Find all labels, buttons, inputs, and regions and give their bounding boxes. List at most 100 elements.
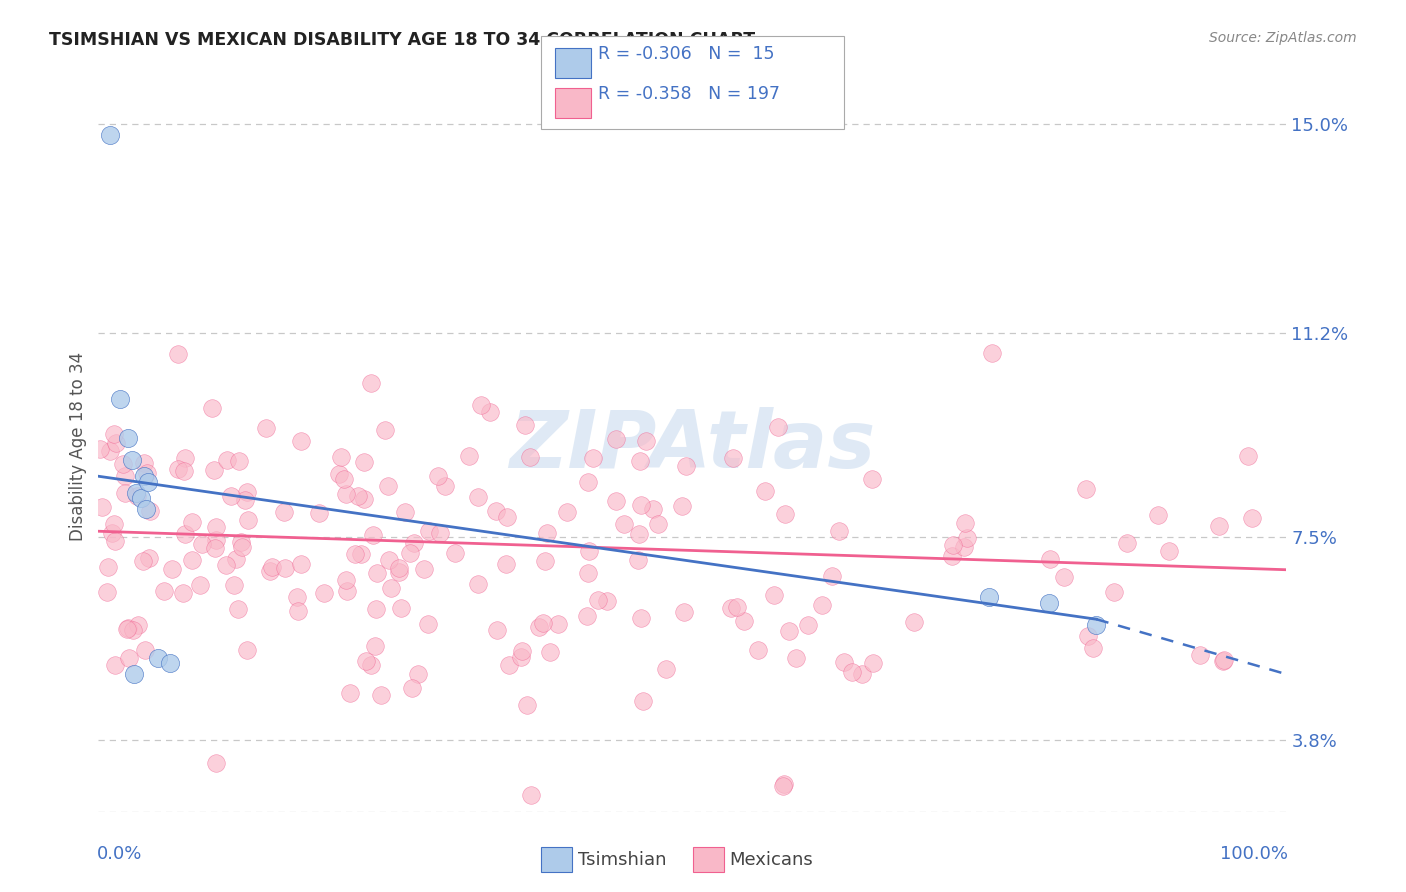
Point: [290, 434, 312, 449]
Point: [104, 436, 127, 450]
Point: [135, 502, 157, 516]
Point: [335, 487, 357, 501]
Point: [191, 536, 214, 550]
Point: [127, 617, 149, 632]
Point: [328, 467, 350, 482]
Point: [576, 566, 599, 580]
Point: [174, 526, 197, 541]
Point: [260, 560, 283, 574]
Point: [634, 434, 657, 448]
Point: [860, 472, 883, 486]
Point: [370, 688, 392, 702]
Point: [117, 621, 139, 635]
Point: [828, 524, 851, 538]
Point: [335, 573, 357, 587]
Point: [723, 450, 745, 465]
Point: [942, 539, 965, 553]
Point: [226, 601, 249, 615]
Point: [132, 554, 155, 568]
Point: [1237, 449, 1260, 463]
Text: R = -0.306   N =  15: R = -0.306 N = 15: [598, 45, 775, 62]
Point: [360, 658, 382, 673]
Point: [228, 454, 250, 468]
Point: [204, 541, 226, 556]
Point: [125, 485, 148, 500]
Point: [360, 376, 382, 391]
Point: [605, 432, 627, 446]
Point: [1039, 551, 1062, 566]
Point: [655, 662, 678, 676]
Point: [333, 473, 356, 487]
Point: [254, 421, 277, 435]
Point: [274, 560, 297, 574]
Point: [1053, 570, 1076, 584]
Point: [388, 565, 411, 579]
Point: [641, 502, 664, 516]
Point: [139, 504, 162, 518]
Point: [394, 505, 416, 519]
Point: [127, 489, 149, 503]
Point: [97, 559, 120, 574]
Point: [725, 599, 748, 614]
Point: [531, 616, 554, 631]
Point: [519, 450, 541, 464]
Point: [586, 593, 609, 607]
Point: [219, 489, 242, 503]
Point: [903, 615, 925, 630]
Point: [979, 591, 1001, 605]
Point: [633, 694, 655, 708]
Point: [458, 449, 481, 463]
Point: [353, 455, 375, 469]
Point: [671, 500, 693, 514]
Point: [754, 484, 776, 499]
Point: [98, 128, 121, 143]
Point: [1213, 653, 1236, 667]
Point: [233, 493, 256, 508]
Point: [329, 450, 352, 464]
Point: [104, 658, 127, 673]
Point: [434, 479, 457, 493]
Point: [259, 565, 281, 579]
Point: [173, 464, 195, 478]
Point: [225, 552, 247, 566]
Point: [513, 418, 536, 433]
Point: [484, 504, 506, 518]
Point: [862, 657, 884, 671]
Point: [287, 604, 309, 618]
Point: [91, 500, 114, 514]
Point: [762, 588, 785, 602]
Point: [308, 506, 330, 520]
Text: 100.0%: 100.0%: [1219, 845, 1288, 863]
Point: [100, 525, 122, 540]
Point: [290, 558, 312, 572]
Point: [122, 667, 145, 681]
Point: [339, 686, 361, 700]
Point: [117, 623, 139, 637]
Point: [132, 469, 155, 483]
Point: [98, 444, 121, 458]
Point: [136, 466, 159, 480]
Point: [467, 576, 489, 591]
Point: [1157, 544, 1180, 558]
Point: [136, 475, 159, 489]
Point: [377, 479, 399, 493]
Point: [103, 427, 125, 442]
Point: [406, 667, 429, 681]
Point: [162, 562, 184, 576]
Point: [538, 645, 561, 659]
Point: [363, 639, 385, 653]
Point: [733, 614, 755, 628]
Point: [343, 548, 366, 562]
Point: [516, 698, 538, 713]
Point: [217, 453, 239, 467]
Point: [236, 513, 259, 527]
Point: [354, 654, 377, 668]
Point: [555, 505, 578, 519]
Point: [138, 551, 160, 566]
Point: [772, 780, 794, 794]
Point: [235, 484, 257, 499]
Point: [353, 492, 375, 507]
Point: [1038, 596, 1060, 610]
Point: [576, 475, 599, 490]
Point: [121, 623, 143, 637]
